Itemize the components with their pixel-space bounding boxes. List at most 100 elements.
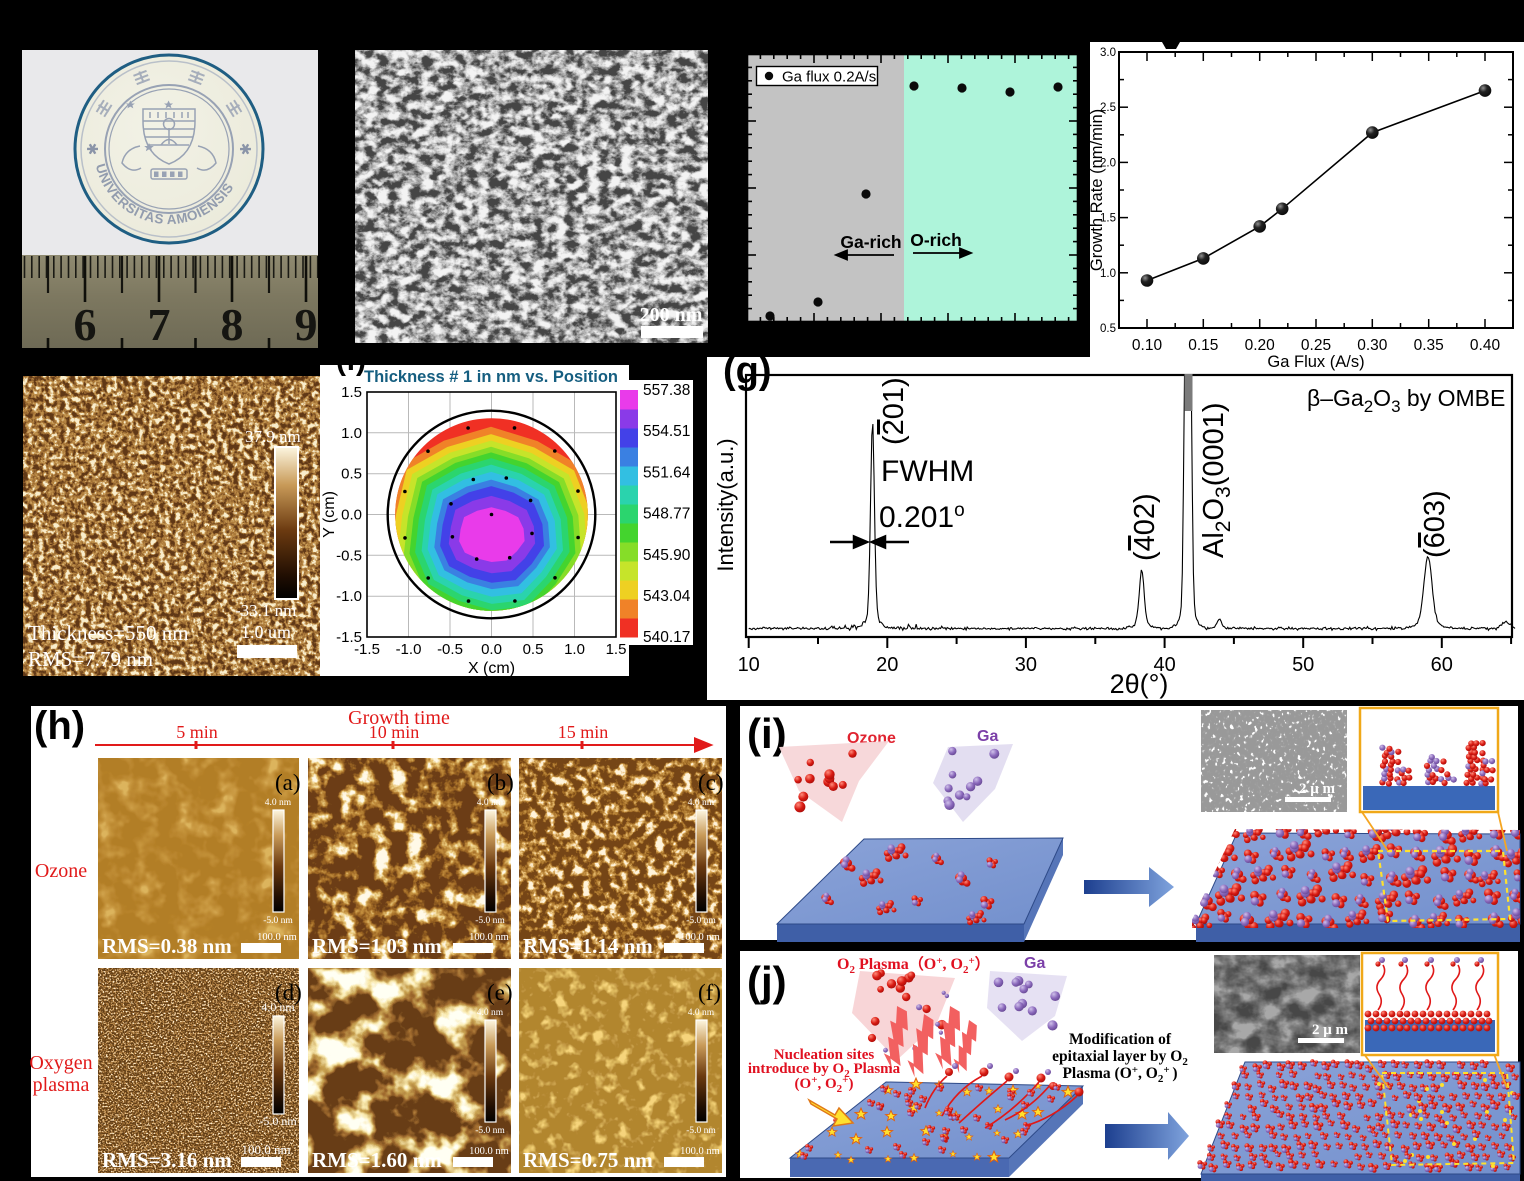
- svg-text:548.77: 548.77: [643, 506, 690, 523]
- svg-text:(d): (d): [275, 980, 302, 1005]
- svg-text:100.0 nm: 100.0 nm: [469, 1146, 509, 1157]
- svg-text:0.30: 0.30: [1357, 337, 1388, 354]
- svg-text:6: 6: [74, 299, 97, 348]
- svg-text:551.64: 551.64: [643, 464, 691, 481]
- svg-text:8: 8: [221, 299, 244, 348]
- svg-text:2.5: 2.5: [1100, 102, 1116, 114]
- svg-text:-5.0 nm: -5.0 nm: [686, 1126, 716, 1136]
- svg-text:Ozone: Ozone: [35, 860, 87, 882]
- svg-text:RMS=0.75 nm: RMS=0.75 nm: [523, 1148, 653, 1172]
- svg-text:4.0 nm: 4.0 nm: [688, 798, 715, 808]
- svg-text:20: 20: [876, 654, 898, 676]
- svg-text:543.04: 543.04: [643, 588, 691, 605]
- svg-text:0.40: 0.40: [1470, 337, 1501, 354]
- svg-text:Y (cm): Y (cm): [321, 491, 338, 538]
- svg-text:60: 60: [1431, 654, 1453, 676]
- svg-text:(f): (f): [698, 980, 721, 1005]
- svg-text:-0.5: -0.5: [437, 641, 463, 658]
- svg-text:(j): (j): [747, 958, 787, 1005]
- svg-text:(603): (603): [1419, 490, 1451, 558]
- svg-text:-33.1 nm: -33.1 nm: [235, 601, 296, 620]
- svg-text:✱: ✱: [85, 143, 102, 156]
- svg-text:introduce by O2 Plasma: introduce by O2 Plasma: [748, 1061, 901, 1080]
- svg-text:(f): (f): [336, 365, 366, 377]
- svg-text:1.5: 1.5: [606, 641, 627, 658]
- svg-text:β–Ga2O3 by OMBE: β–Ga2O3 by OMBE: [1307, 385, 1505, 416]
- svg-text:-5.0 nm: -5.0 nm: [475, 1126, 505, 1136]
- svg-text:RMS=1.03 nm: RMS=1.03 nm: [312, 934, 442, 958]
- svg-text:-5.0 nm: -5.0 nm: [475, 916, 505, 926]
- svg-text:Thickness # 1 in nm vs. Positi: Thickness # 1 in nm vs. Position: [364, 368, 618, 386]
- svg-text:Ga: Ga: [977, 728, 998, 745]
- svg-text:(201): (201): [878, 377, 910, 445]
- svg-text:100.0 nm: 100.0 nm: [469, 932, 509, 943]
- svg-text:(c): (c): [698, 770, 724, 795]
- svg-text:-5.0 nm: -5.0 nm: [263, 916, 293, 926]
- svg-text:100.0 nm: 100.0 nm: [680, 1146, 720, 1157]
- svg-text:2.0: 2.0: [1100, 157, 1116, 169]
- svg-text:Plasma (O+, O2+ ): Plasma (O+, O2+ ): [1062, 1064, 1177, 1085]
- svg-text:1.5: 1.5: [1100, 213, 1116, 225]
- svg-text:-1.5: -1.5: [354, 641, 380, 658]
- svg-text:7: 7: [148, 299, 171, 348]
- svg-text:(e): (e): [487, 980, 513, 1005]
- svg-text:0.35: 0.35: [1414, 337, 1444, 354]
- svg-text:Growth Rate (nm/min): Growth Rate (nm/min): [1088, 109, 1106, 271]
- svg-text:1.0: 1.0: [1100, 268, 1116, 280]
- svg-text:Ga Flux (A/s): Ga Flux (A/s): [1267, 353, 1364, 371]
- svg-text:0.15: 0.15: [1188, 337, 1218, 354]
- svg-text:0.10: 0.10: [1132, 337, 1163, 354]
- svg-text:RMS=1.60 nm: RMS=1.60 nm: [312, 1148, 442, 1172]
- svg-text:37.9 nm: 37.9 nm: [245, 427, 301, 446]
- svg-text:10 min: 10 min: [369, 722, 420, 742]
- svg-text:FWHM: FWHM: [881, 455, 974, 488]
- svg-text:3.0: 3.0: [1100, 47, 1116, 59]
- svg-text:545.90: 545.90: [643, 547, 691, 564]
- svg-text:0.5: 0.5: [341, 466, 362, 483]
- svg-text:15 min: 15 min: [558, 722, 609, 742]
- svg-text:-1.0: -1.0: [336, 588, 362, 605]
- svg-text:Ga flux 0.2A/s: Ga flux 0.2A/s: [782, 69, 876, 86]
- svg-text:RMS=3.16 nm: RMS=3.16 nm: [102, 1148, 232, 1172]
- svg-text:200 nm: 200 nm: [640, 304, 703, 326]
- svg-text:2 μ m: 2 μ m: [1312, 1022, 1349, 1038]
- svg-text:Thickness=550 nm: Thickness=550 nm: [28, 621, 189, 645]
- svg-text:4.0 nm: 4.0 nm: [477, 798, 504, 808]
- svg-text:100.0 nm: 100.0 nm: [680, 932, 720, 943]
- svg-text:X (cm): X (cm): [468, 660, 515, 676]
- svg-text:Ga-rich: Ga-rich: [840, 232, 901, 252]
- svg-text:Ga: Ga: [1024, 955, 1045, 972]
- svg-text:RMS=1.14 nm: RMS=1.14 nm: [523, 934, 653, 958]
- svg-text:0.5: 0.5: [1100, 323, 1116, 335]
- svg-text:1.0: 1.0: [341, 425, 362, 442]
- svg-text:2 μ m: 2 μ m: [1299, 781, 1336, 797]
- svg-text:9: 9: [295, 299, 318, 348]
- svg-text:0.0: 0.0: [341, 507, 362, 524]
- svg-text:40: 40: [1153, 654, 1175, 676]
- svg-text:epitaxial layer by O2: epitaxial layer by O2: [1052, 1048, 1188, 1068]
- svg-text:-5.0 nm: -5.0 nm: [686, 916, 716, 926]
- svg-text:0.201o: 0.201o: [879, 500, 965, 534]
- svg-text:0.0: 0.0: [481, 641, 502, 658]
- svg-text:4.0 nm: 4.0 nm: [261, 1000, 295, 1014]
- svg-text:Al2O3(0001): Al2O3(0001): [1198, 402, 1235, 558]
- svg-text:O-rich: O-rich: [910, 230, 962, 250]
- svg-text:✱: ✱: [236, 143, 253, 156]
- svg-text:557.38: 557.38: [643, 382, 690, 399]
- svg-text:Nucleation sites: Nucleation sites: [774, 1047, 875, 1063]
- svg-text:-1.5: -1.5: [336, 629, 362, 646]
- svg-text:(a): (a): [275, 770, 301, 795]
- svg-text:4.0 nm: 4.0 nm: [265, 798, 292, 808]
- svg-text:5 min: 5 min: [176, 722, 218, 742]
- svg-text:RMS=0.38 nm: RMS=0.38 nm: [102, 934, 232, 958]
- svg-text:4.0 nm: 4.0 nm: [688, 1008, 715, 1018]
- svg-text:540.17: 540.17: [643, 629, 690, 646]
- svg-text:1.0 um: 1.0 um: [241, 622, 291, 642]
- svg-text:0.20: 0.20: [1245, 337, 1276, 354]
- svg-text:(b): (b): [487, 770, 514, 795]
- svg-text:0.5: 0.5: [523, 641, 544, 658]
- svg-text:Oxygen: Oxygen: [29, 1052, 92, 1074]
- svg-text:50: 50: [1292, 654, 1314, 676]
- svg-text:10: 10: [738, 654, 760, 676]
- svg-text:plasma: plasma: [33, 1074, 90, 1096]
